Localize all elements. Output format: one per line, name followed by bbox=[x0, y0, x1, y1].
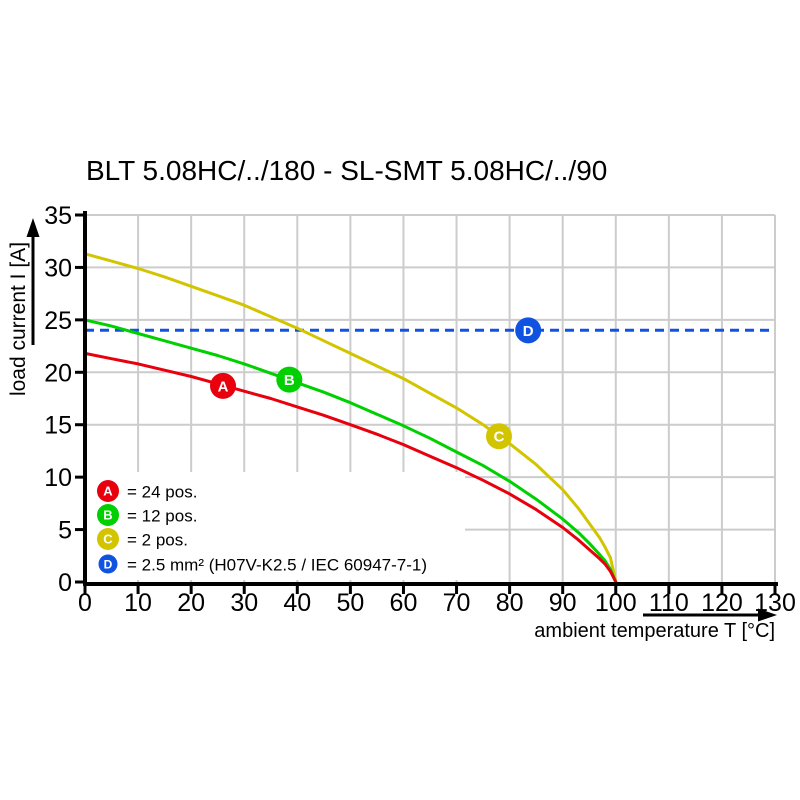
x-tick-label: 20 bbox=[177, 589, 205, 617]
marker-D: D bbox=[515, 317, 542, 344]
axes bbox=[75, 211, 778, 594]
x-tick-label: 0 bbox=[78, 589, 92, 617]
x-tick-label: 30 bbox=[230, 589, 258, 617]
legend-symbol-circle-C bbox=[97, 528, 119, 550]
y-tick-label: 30 bbox=[44, 254, 72, 282]
y-axis-arrow-icon bbox=[26, 218, 40, 345]
legend-item-C: C = 2 pos. bbox=[97, 528, 188, 550]
x-axis-label: ambient temperature T [°C] bbox=[534, 620, 775, 642]
x-tick-label: 60 bbox=[390, 589, 418, 617]
x-tick-label: 10 bbox=[124, 589, 152, 617]
chart-title: BLT 5.08HC/../180 - SL-SMT 5.08HC/../90 bbox=[86, 155, 608, 186]
tick-labels: 0 5 10 15 20 25 30 35 0 10 20 30 40 50 60 70 80 90 100 110 1… bbox=[44, 202, 796, 617]
legend: A = 24 pos. B = 12 pos. C = 2 pos. D = 2.5 mm² … bbox=[97, 480, 427, 575]
x-tick-label: 80 bbox=[496, 589, 524, 617]
legend-label-A: = 24 pos. bbox=[127, 483, 197, 502]
curves bbox=[83, 252, 775, 584]
legend-item-D: D = 2.5 mm² (H07V-K2.5 / IEC 60947-7-1) bbox=[98, 554, 427, 575]
marker-A: A bbox=[210, 372, 236, 399]
y-tick-label: 35 bbox=[44, 202, 72, 230]
legend-symbol-circle-A bbox=[97, 480, 119, 502]
y-tick-label: 25 bbox=[44, 307, 72, 335]
y-tick-label: 15 bbox=[44, 412, 72, 440]
y-tick-label: 20 bbox=[44, 359, 72, 387]
marker-B: B bbox=[276, 366, 303, 393]
legend-symbol-circle-B bbox=[97, 504, 119, 526]
legend-item-B: B = 12 pos. bbox=[97, 504, 197, 526]
x-tick-label: 110 bbox=[649, 589, 689, 617]
legend-item-A: A = 24 pos. bbox=[97, 480, 197, 502]
curve-markers: A B C D bbox=[210, 317, 542, 450]
y-tick-label: 0 bbox=[58, 569, 72, 597]
y-axis-arrow-head bbox=[26, 218, 40, 237]
marker-letter-A: A bbox=[218, 378, 229, 395]
legend-background bbox=[87, 472, 465, 580]
marker-circle-D bbox=[515, 317, 542, 344]
marker-letter-C: C bbox=[494, 429, 505, 446]
curve-C bbox=[83, 252, 618, 584]
x-axis-arrow-icon bbox=[643, 608, 777, 622]
x-tick-label: 120 bbox=[701, 589, 743, 617]
legend-label-D: = 2.5 mm² (H07V-K2.5 / IEC 60947-7-1) bbox=[127, 556, 427, 575]
x-tick-label: 50 bbox=[336, 589, 364, 617]
curve-B bbox=[83, 318, 618, 584]
x-tick-label: 90 bbox=[549, 589, 577, 617]
legend-symbol-letter-C: C bbox=[103, 532, 113, 547]
x-axis-arrow-head bbox=[758, 608, 777, 622]
marker-circle-A bbox=[210, 372, 236, 399]
curve-A bbox=[83, 351, 618, 584]
x-tick-label: 40 bbox=[283, 589, 311, 617]
legend-symbol-letter-D: D bbox=[104, 558, 113, 572]
x-tick-label: 100 bbox=[595, 589, 637, 617]
legend-symbol-circle-D bbox=[98, 554, 118, 574]
marker-letter-B: B bbox=[284, 372, 295, 389]
y-tick-label: 10 bbox=[44, 464, 72, 492]
legend-symbol-letter-A: A bbox=[103, 484, 113, 499]
marker-letter-D: D bbox=[523, 323, 534, 340]
marker-circle-B bbox=[276, 366, 303, 393]
x-tick-label: 70 bbox=[443, 589, 471, 617]
legend-symbol-letter-B: B bbox=[103, 508, 112, 523]
legend-label-B: = 12 pos. bbox=[127, 507, 197, 526]
legend-label-C: = 2 pos. bbox=[127, 531, 188, 550]
marker-C: C bbox=[486, 423, 512, 450]
marker-circle-C bbox=[486, 423, 512, 450]
y-tick-label: 5 bbox=[58, 517, 72, 545]
